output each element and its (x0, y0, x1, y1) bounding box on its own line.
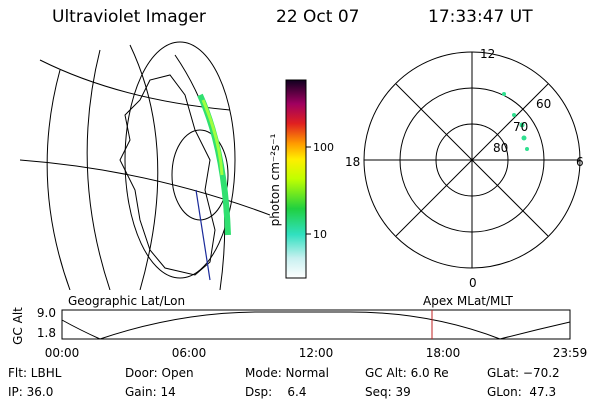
lat-label: 60 (536, 97, 551, 111)
mlt-label: 12 (480, 47, 495, 61)
altitude-curve (61, 311, 571, 340)
info-field: Mode: Normal (245, 366, 329, 380)
lat-label: 70 (513, 120, 528, 134)
globe-image (20, 41, 270, 290)
x-tick-label: 12:00 (299, 346, 334, 360)
colorbar-tick-label: 100 (313, 141, 334, 154)
y-label: GC Alt (11, 307, 25, 345)
info-field: Flt: LBHL (8, 366, 62, 380)
x-tick-label: 23:59 (553, 346, 588, 360)
info-field: Door: Open (125, 366, 194, 380)
mlt-label: 0 (469, 276, 477, 290)
info-field: GLon: 47.3 (487, 385, 556, 399)
colorbar-tick-label: 10 (313, 228, 327, 241)
y-tick-label: 1.8 (37, 326, 56, 340)
polar-plot (363, 51, 581, 269)
info-field: GLat: −70.2 (487, 366, 560, 380)
info-field: Dsp: 6.4 (245, 385, 307, 399)
colorbar-label: photon cm⁻²s⁻¹ (268, 133, 282, 226)
colorbar (285, 79, 307, 279)
mlt-label: 6 (576, 155, 584, 169)
info-field: IP: 36.0 (8, 385, 53, 399)
y-tick-label: 9.0 (37, 306, 56, 320)
lat-label: 80 (493, 141, 508, 155)
plot-title: Apex MLat/MLT (423, 294, 513, 308)
x-tick-label: 18:00 (426, 346, 461, 360)
plot-frame (61, 309, 571, 340)
info-field: Gain: 14 (125, 385, 176, 399)
time: 17:33:47 UT (428, 7, 533, 27)
x-tick-label: 00:00 (45, 346, 80, 360)
plot-title: Geographic Lat/Lon (68, 294, 185, 308)
info-panel: Flt: LBHL Door: Open Mode: Normal GC Alt: 6… (8, 366, 560, 399)
info-field: Seq: 39 (365, 385, 411, 399)
mlt-label: 18 (345, 155, 360, 169)
title: Ultraviolet Imager (52, 7, 206, 27)
date: 22 Oct 07 (276, 7, 359, 27)
x-tick-label: 06:00 (172, 346, 207, 360)
info-field: GC Alt: 6.0 Re (365, 366, 449, 380)
